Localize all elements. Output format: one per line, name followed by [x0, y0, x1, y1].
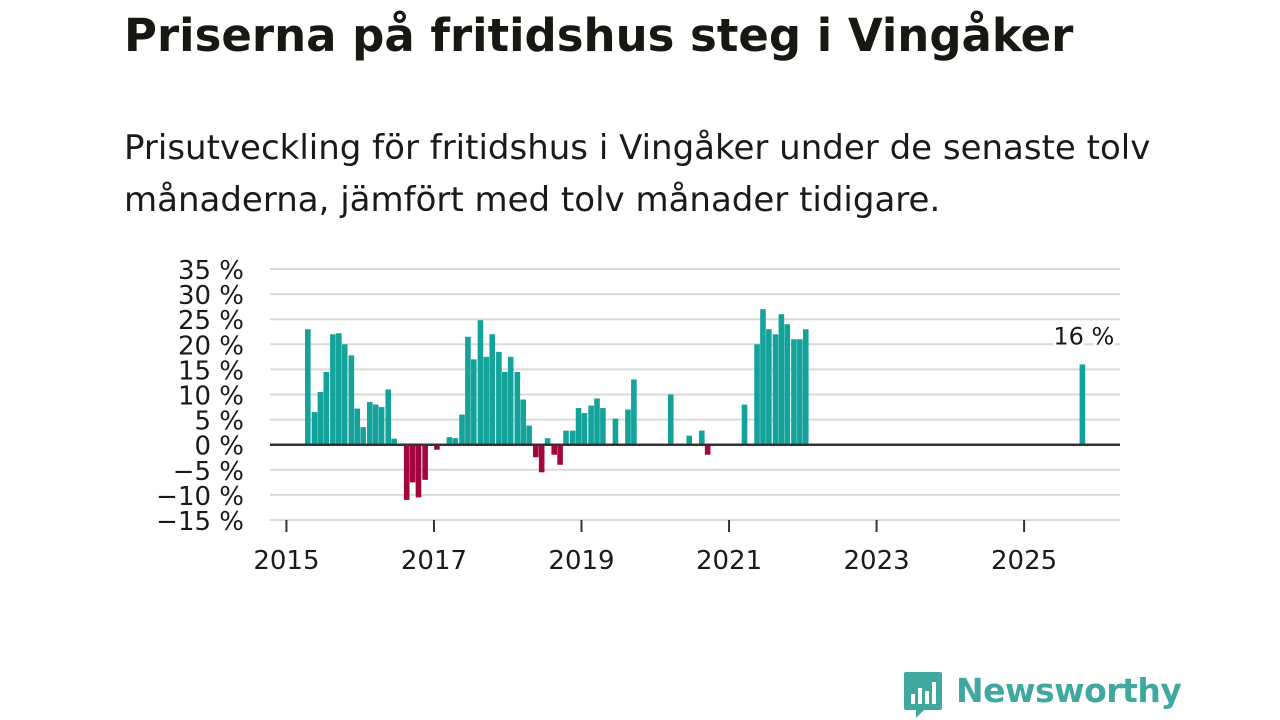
chart-subtitle: Prisutveckling för fritidshus i Vingåker… — [124, 128, 1151, 220]
bar — [354, 408, 361, 445]
bar — [348, 355, 355, 445]
bar — [496, 351, 502, 445]
y-tick-label: −5 % — [173, 457, 244, 487]
bar — [588, 405, 594, 445]
x-tick-label: 2019 — [548, 546, 614, 576]
x-tick-label: 2021 — [696, 546, 762, 576]
annotations: 16 % — [1050, 319, 1117, 353]
bar — [323, 371, 330, 445]
y-axis-ticks: −15 %−10 %−5 %0 %5 %10 %15 %20 %25 %30 %… — [156, 256, 244, 537]
bar — [667, 394, 674, 445]
bar — [483, 356, 490, 445]
bar — [452, 438, 459, 445]
bar — [760, 309, 766, 445]
y-tick-label: −15 % — [156, 507, 244, 537]
bars — [305, 309, 1086, 500]
y-tick-label: 10 % — [178, 382, 244, 412]
bar — [791, 339, 797, 445]
bar — [686, 435, 693, 445]
bar — [489, 334, 496, 445]
bar — [415, 444, 422, 498]
y-tick-label: 35 % — [178, 256, 244, 286]
bar — [330, 334, 336, 445]
bar — [784, 324, 791, 445]
y-tick-label: 15 % — [178, 356, 244, 386]
bar — [797, 339, 803, 445]
bar — [563, 430, 569, 445]
bar — [471, 359, 477, 445]
newsworthy-logo-icon — [904, 672, 942, 718]
newsworthy-logo: Newsworthy — [902, 670, 1182, 720]
bar — [766, 329, 772, 445]
bar — [754, 344, 760, 445]
gridlines — [270, 268, 1120, 521]
bar — [422, 444, 428, 480]
bar — [772, 334, 779, 445]
x-tick-label: 2023 — [843, 546, 909, 576]
bar — [459, 414, 465, 445]
bar — [557, 444, 563, 465]
y-tick-label: 25 % — [178, 306, 244, 336]
bar — [520, 399, 527, 445]
bar — [569, 430, 576, 445]
bar — [434, 444, 440, 450]
bar — [600, 408, 606, 445]
bar — [372, 404, 379, 445]
bar — [514, 371, 521, 445]
bar — [446, 437, 453, 445]
y-tick-label: 20 % — [178, 331, 244, 361]
bar — [741, 404, 748, 445]
x-tick-label: 2017 — [401, 546, 467, 576]
bar — [477, 320, 484, 445]
bar — [403, 444, 410, 500]
bar — [778, 314, 785, 445]
x-axis-ticks: 2015 2017 2019 2021 2023 2025 — [253, 520, 1057, 576]
x-tick-label: 2025 — [991, 546, 1057, 576]
bar — [526, 425, 532, 445]
bar — [385, 389, 392, 445]
y-tick-label: −10 % — [156, 482, 244, 512]
chart-title: Priserna på fritidshus steg i Vingåker — [124, 9, 1074, 62]
y-tick-label: 0 % — [194, 432, 244, 462]
bar — [544, 438, 551, 445]
y-tick-label: 5 % — [194, 407, 244, 437]
bar — [698, 430, 705, 445]
bar — [1079, 364, 1086, 445]
bar — [465, 336, 471, 445]
bar — [409, 444, 416, 483]
bar — [594, 398, 600, 445]
bar — [612, 418, 619, 445]
bar — [501, 371, 508, 445]
y-tick-label: 30 % — [178, 281, 244, 311]
last-value-label: 16 % — [1053, 322, 1114, 350]
x-tick-label: 2015 — [253, 546, 319, 576]
bar — [704, 444, 711, 455]
bar — [507, 356, 514, 445]
newsworthy-logo-text: Newsworthy — [956, 671, 1182, 710]
bar — [538, 444, 545, 473]
bar — [625, 409, 631, 445]
axes — [270, 443, 1120, 521]
bar — [341, 344, 348, 445]
bar — [581, 413, 588, 445]
bar — [336, 333, 342, 445]
bar — [532, 444, 539, 458]
bar — [631, 379, 637, 445]
bar — [305, 329, 311, 445]
bar — [378, 407, 385, 445]
bar — [551, 444, 558, 455]
bar — [575, 408, 582, 445]
bar — [367, 402, 373, 445]
bar — [802, 329, 809, 445]
bar — [317, 391, 324, 445]
bar — [360, 427, 366, 445]
bar — [311, 412, 318, 445]
bar — [391, 438, 397, 445]
